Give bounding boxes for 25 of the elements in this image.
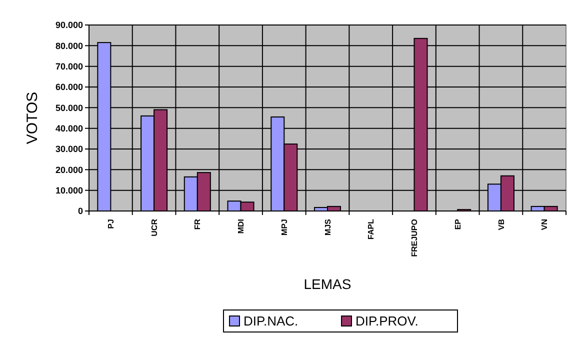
x-tick-label: MJS (323, 218, 332, 236)
y-tick-label: 30.000 (55, 144, 83, 154)
y-tick-label: 60.000 (55, 82, 83, 92)
x-tick-label: UCR (150, 218, 159, 236)
x-tick-label: MPJ (280, 219, 289, 236)
y-tick-label: 90.000 (55, 20, 83, 30)
y-tick-label: 20.000 (55, 164, 83, 175)
y-tick-label: 0 (78, 206, 83, 216)
x-tick-label: PJ (106, 219, 116, 229)
y-tick-label: 70.000 (55, 61, 83, 72)
x-tick-label: VB (496, 218, 506, 230)
x-tick-label: FREJUPO (410, 219, 420, 257)
y-tick-label: 10.000 (55, 185, 83, 196)
legend-label: DIP.NAC. (244, 314, 298, 329)
x-axis-title: LEMAS (304, 276, 352, 292)
y-tick-label: 50.000 (55, 102, 83, 113)
x-tick-label: MDI (236, 219, 246, 234)
y-tick-label: 40.000 (55, 123, 83, 134)
y-tick-label: 80.000 (55, 40, 83, 51)
x-tick-label: EP (453, 218, 462, 230)
x-tick-label: FAPL (366, 218, 376, 240)
x-tick-label: VN (540, 218, 550, 230)
y-axis-title: VOTOS (24, 92, 41, 144)
legend-label: DIP.PROV. (356, 314, 418, 329)
x-tick-label: FR (193, 218, 202, 230)
